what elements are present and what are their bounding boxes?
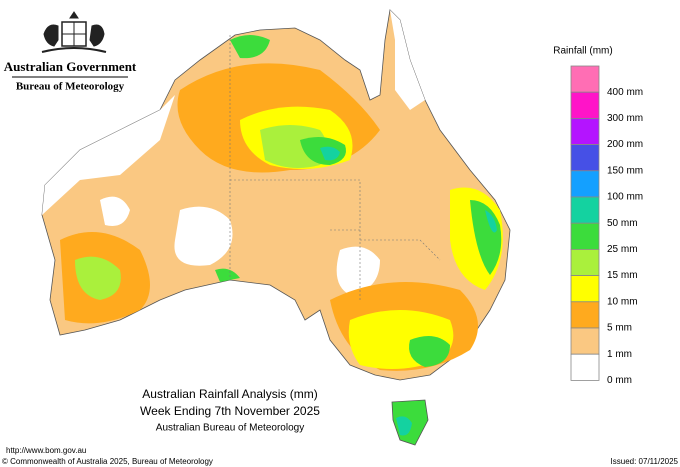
map-source: Australian Bureau of Meteorology bbox=[156, 423, 304, 434]
rainfall-map bbox=[41, 9, 511, 446]
map-subtitle: Week Ending 7th November 2025 bbox=[140, 404, 320, 418]
footer-url: http://www.bom.gov.au bbox=[6, 446, 86, 455]
legend: 400 mm 300 mm 200 mm 150 mm 100 mm 50 mm 25 mm… bbox=[570, 65, 643, 386]
legend-swatch bbox=[570, 118, 600, 146]
legend-label: 25 mm bbox=[607, 244, 638, 255]
dry-area bbox=[336, 246, 380, 295]
state-border bbox=[229, 35, 441, 300]
legend-label: 0 mm bbox=[607, 375, 632, 386]
footer-issued: Issued: 07/11/2025 bbox=[611, 457, 679, 466]
legend-swatch bbox=[570, 353, 600, 381]
legend-label: 100 mm bbox=[607, 192, 643, 203]
legend-swatch bbox=[570, 301, 600, 329]
legend-swatch bbox=[570, 275, 600, 303]
legend-swatch bbox=[570, 65, 600, 93]
legend-swatch bbox=[570, 144, 600, 172]
rain-area bbox=[485, 210, 497, 233]
map-title: Australian Rainfall Analysis (mm) bbox=[142, 387, 317, 401]
legend-title: Rainfall (mm) bbox=[553, 46, 612, 57]
rain-area bbox=[75, 256, 121, 300]
legend-swatch bbox=[570, 248, 600, 276]
legend-label: 400 mm bbox=[607, 87, 643, 98]
legend-swatch bbox=[570, 91, 600, 119]
legend-swatch bbox=[570, 222, 600, 250]
crest bbox=[41, 11, 107, 53]
rain-area bbox=[230, 35, 270, 59]
agency-name: Bureau of Meteorology bbox=[16, 81, 125, 93]
rain-area bbox=[215, 268, 240, 282]
footer-copyright: © Commonwealth of Australia 2025, Bureau… bbox=[2, 457, 213, 466]
dry-area bbox=[174, 206, 233, 266]
rain-area bbox=[409, 336, 450, 367]
dry-area bbox=[100, 196, 130, 226]
legend-label: 200 mm bbox=[607, 139, 643, 150]
legend-label: 50 mm bbox=[607, 218, 638, 229]
rain-area bbox=[320, 146, 340, 161]
legend-label: 5 mm bbox=[607, 323, 632, 334]
legend-swatch bbox=[570, 170, 600, 198]
dry-area bbox=[390, 10, 425, 110]
government-name: Australian Government bbox=[4, 59, 137, 74]
legend-swatch bbox=[570, 327, 600, 355]
rain-area bbox=[396, 416, 412, 436]
legend-label: 300 mm bbox=[607, 113, 643, 124]
legend-label: 150 mm bbox=[607, 165, 643, 176]
legend-label: 15 mm bbox=[607, 270, 638, 281]
legend-label: 1 mm bbox=[607, 349, 632, 360]
legend-label: 10 mm bbox=[607, 296, 638, 307]
dry-area bbox=[42, 95, 175, 215]
legend-swatch bbox=[570, 196, 600, 224]
